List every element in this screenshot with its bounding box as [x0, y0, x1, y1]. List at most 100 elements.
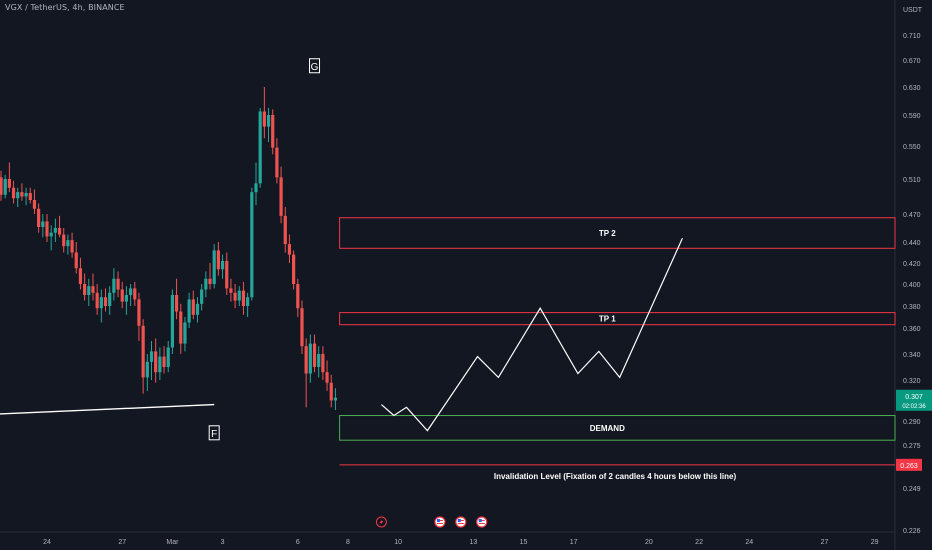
target-zone[interactable]	[339, 217, 896, 249]
candle-body[interactable]	[158, 356, 162, 373]
candle-body[interactable]	[3, 179, 7, 195]
candle-body[interactable]	[220, 260, 225, 270]
candle-body[interactable]	[0, 177, 3, 195]
candle-body[interactable]	[275, 147, 279, 178]
candle-body[interactable]	[317, 354, 321, 367]
flag-canton	[478, 519, 482, 522]
candle-body[interactable]	[166, 347, 170, 368]
candle-body[interactable]	[20, 192, 24, 197]
candle-body[interactable]	[212, 250, 216, 284]
candle-body[interactable]	[45, 221, 49, 237]
candle-body[interactable]	[41, 221, 45, 228]
candle-body[interactable]	[83, 284, 87, 295]
candle-body[interactable]	[321, 354, 325, 373]
candle-body[interactable]	[120, 289, 124, 302]
candle-body[interactable]	[204, 278, 208, 290]
candle-body[interactable]	[7, 179, 11, 188]
trendline[interactable]	[0, 403, 215, 416]
x-tick-label: 24	[745, 539, 753, 546]
candle-body[interactable]	[129, 288, 133, 295]
candle-body[interactable]	[246, 297, 250, 306]
candle-body[interactable]	[70, 240, 74, 253]
candle-body[interactable]	[283, 215, 287, 245]
candle-body[interactable]	[254, 183, 258, 193]
candle-body[interactable]	[141, 325, 145, 378]
candle-body[interactable]	[62, 234, 66, 247]
demand-zone[interactable]	[339, 415, 896, 441]
candle-body[interactable]	[183, 322, 187, 344]
x-tick-label: 10	[394, 539, 402, 546]
candle-body[interactable]	[154, 351, 158, 373]
y-tick-label: 0.275	[903, 443, 921, 450]
candle-body[interactable]	[170, 295, 174, 348]
candle-body[interactable]	[233, 292, 237, 301]
candle-body[interactable]	[216, 250, 220, 270]
target-zone[interactable]	[339, 312, 896, 326]
candle-body[interactable]	[53, 228, 57, 233]
candle-body[interactable]	[162, 356, 166, 367]
y-tick-label: 0.360	[903, 326, 921, 333]
candle-body[interactable]	[32, 200, 37, 209]
candle-body[interactable]	[145, 361, 149, 378]
candle-body[interactable]	[266, 115, 271, 127]
y-tick-label: 0.380	[903, 304, 921, 311]
candle-body[interactable]	[66, 240, 70, 247]
candle-body[interactable]	[237, 290, 241, 301]
candle-body[interactable]	[225, 260, 229, 289]
candle-body[interactable]	[200, 289, 204, 304]
candle-body[interactable]	[308, 343, 312, 374]
y-tick-label: 0.630	[903, 85, 921, 92]
candle-body[interactable]	[95, 292, 99, 309]
candle-body[interactable]	[108, 292, 112, 306]
candle-body[interactable]	[208, 278, 212, 284]
candle-body[interactable]	[287, 244, 292, 255]
candle-body[interactable]	[325, 372, 329, 383]
candle-body[interactable]	[292, 254, 296, 284]
projection-path[interactable]	[381, 238, 683, 432]
candle-body[interactable]	[87, 286, 91, 295]
candle-body[interactable]	[24, 193, 28, 197]
candle-body[interactable]	[74, 252, 78, 269]
candle-body[interactable]	[279, 177, 283, 216]
candle-body[interactable]	[304, 346, 308, 374]
candle-body[interactable]	[99, 297, 103, 309]
candle-body[interactable]	[112, 278, 116, 293]
candle-body[interactable]	[296, 284, 300, 309]
candle-body[interactable]	[174, 295, 179, 312]
candle-body[interactable]	[11, 187, 16, 199]
candle-body[interactable]	[91, 286, 95, 293]
candle-body[interactable]	[329, 382, 333, 401]
target-zone-label: TP 2	[599, 229, 616, 238]
candle-body[interactable]	[195, 303, 200, 315]
candle-body[interactable]	[187, 299, 191, 323]
x-tick-label: 6	[296, 539, 300, 546]
candle-body[interactable]	[116, 278, 120, 290]
last-price-countdown: 02:02:36	[902, 404, 926, 410]
candle-body[interactable]	[57, 228, 62, 235]
wave-label: G	[311, 62, 319, 73]
candle-body[interactable]	[78, 268, 83, 284]
candle-body[interactable]	[312, 343, 317, 367]
y-tick-label: 0.470	[903, 212, 921, 219]
candle-body[interactable]	[250, 192, 254, 298]
candle-body[interactable]	[133, 288, 137, 300]
candle-body[interactable]	[28, 193, 32, 200]
candle-body[interactable]	[124, 295, 129, 302]
candle-body[interactable]	[262, 111, 266, 127]
candle-body[interactable]	[271, 115, 275, 148]
candle-body[interactable]	[333, 397, 338, 401]
candle-body[interactable]	[16, 192, 20, 199]
candle-body[interactable]	[37, 208, 41, 228]
candle-body[interactable]	[229, 288, 233, 293]
candle-body[interactable]	[179, 311, 183, 344]
candle-body[interactable]	[191, 299, 195, 315]
candle-body[interactable]	[241, 290, 246, 306]
candle-body[interactable]	[103, 297, 108, 306]
candle-body[interactable]	[149, 351, 154, 362]
candle-body[interactable]	[49, 232, 53, 237]
candle-body[interactable]	[258, 111, 262, 184]
candle-body[interactable]	[137, 299, 141, 326]
candle-body[interactable]	[300, 308, 304, 347]
x-tick-label: 27	[118, 539, 126, 546]
